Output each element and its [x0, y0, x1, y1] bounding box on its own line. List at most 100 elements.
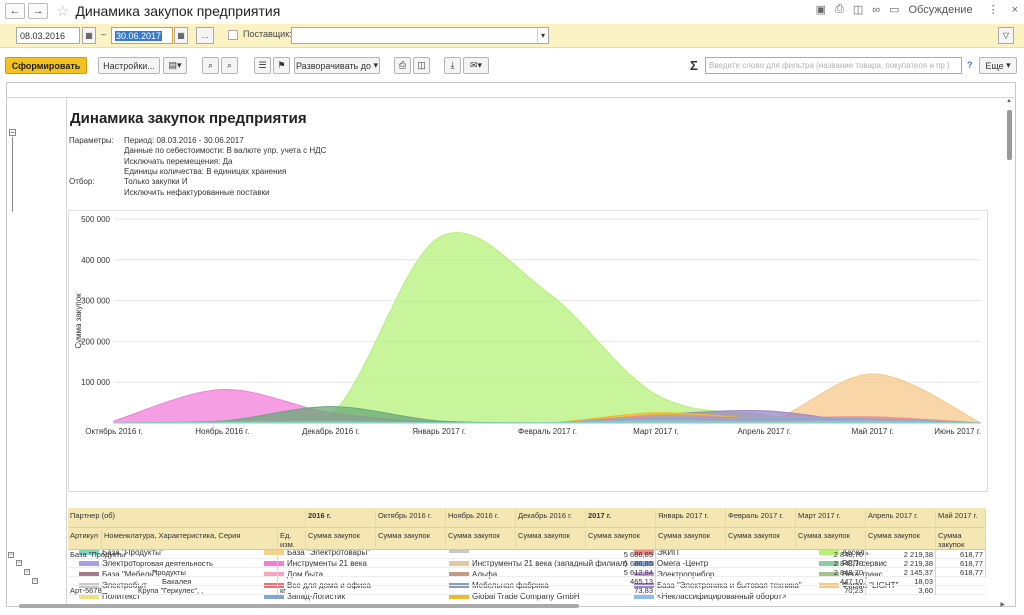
column-header-period[interactable]: Декабрь 2016 г. [516, 510, 586, 528]
column-header[interactable]: Ед. изм. [278, 530, 306, 550]
vertical-scroll-thumb[interactable] [1007, 110, 1012, 160]
column-header[interactable]: Номенклатура, Характеристика, Серия [102, 530, 278, 550]
column-header-period[interactable]: Май 2017 г. [936, 510, 986, 528]
report-area: − Динамика закупок предприятия Параметры… [6, 82, 1016, 607]
close-icon[interactable]: × [1011, 3, 1018, 16]
legend-label: Ассоль [842, 548, 869, 557]
column-header[interactable]: Сумма закупок [936, 530, 986, 550]
settings-button[interactable]: Настройки... [98, 57, 160, 74]
cell-unit: кг [278, 586, 306, 595]
search-next-button[interactable]: ⌕ [221, 57, 238, 74]
table-row[interactable]: Продукты 5 612,84 2 848,70 2 145,37 618,77 [68, 568, 986, 577]
sum-icon[interactable]: Σ [690, 58, 698, 73]
legend-swatch [79, 583, 99, 588]
cell-amount: 2 848,70 [796, 568, 866, 577]
more-button[interactable]: Еще ▾ [979, 57, 1017, 74]
table-row[interactable]: Бакалея 465,13 447,10 18,03 [68, 577, 986, 586]
column-header-period[interactable]: Январь 2017 г. [656, 510, 726, 528]
legend-item: Дом быта [264, 570, 323, 579]
column-header[interactable]: Сумма закупок [376, 530, 446, 550]
column-header-period[interactable]: Март 2017 г. [796, 510, 866, 528]
help-button[interactable]: ? [967, 60, 973, 70]
legend-swatch [449, 583, 469, 588]
param-line: Период: 08.03.2016 - 30.06.2017 [124, 136, 244, 145]
date-to-input[interactable]: 30.06.2017 [111, 27, 173, 44]
scroll-right-icon[interactable]: ▶ [1000, 602, 1005, 608]
export-button[interactable]: ⤓ [444, 57, 461, 74]
column-header[interactable]: Сумма закупок [586, 530, 656, 550]
link-icon[interactable]: ∞ [872, 3, 881, 16]
mail-button[interactable]: ✉▾ [463, 57, 489, 74]
filter-search-input[interactable]: Введите слово для фильтра (название това… [705, 57, 962, 74]
column-header[interactable]: Сумма закупок [726, 530, 796, 550]
discussion-icon[interactable]: ▭ [889, 4, 900, 16]
column-header[interactable]: Сумма закупок [446, 530, 516, 550]
table-row[interactable]: Арт-5678 Крупа "Геркулес", , кг 73,83 70,23 3… [68, 586, 986, 595]
column-header-period[interactable]: Октябрь 2016 г. [376, 510, 446, 528]
more-vertical-icon[interactable]: ⋮ [987, 4, 999, 16]
legend-label: Омега -Центр [657, 559, 709, 568]
print-icon[interactable]: ⎙ [835, 3, 844, 15]
column-header-period[interactable]: Февраль 2017 г. [726, 510, 796, 528]
variant-button[interactable]: ▤▾ [163, 57, 187, 74]
favorite-star-icon[interactable]: ☆ [56, 3, 70, 20]
table-row[interactable]: База "Продукты" 5 686,85 2 848,70 2 219,38 6… [68, 550, 986, 559]
column-header-period[interactable]: 2016 г. [306, 510, 376, 528]
print-button[interactable]: ⎙ [394, 57, 411, 74]
series-area[interactable] [113, 420, 982, 424]
discussion-button[interactable]: Обсуждение [908, 3, 973, 16]
supplier-input[interactable] [291, 27, 549, 44]
table-header-columns: Артикул Номенклатура, Характеристика, Сер… [68, 528, 986, 550]
collapse-icon[interactable]: − [24, 569, 30, 575]
scroll-up-icon[interactable]: ▲ [1006, 98, 1012, 104]
legend-label: Политекст [102, 592, 141, 601]
generate-button[interactable]: Сформировать [5, 57, 87, 74]
preview-button[interactable]: ◫ [413, 57, 430, 74]
column-header-period[interactable]: Апрель 2017 г. [866, 510, 936, 528]
preview-icon[interactable]: ◫ [852, 4, 864, 16]
expand-to-button[interactable]: Разворачивать до ▾ [294, 57, 380, 74]
calendar-from-button[interactable]: ▦ [82, 27, 96, 44]
column-header[interactable]: Сумма закупок [306, 530, 376, 550]
legend-swatch [634, 561, 654, 566]
calendar-to-button[interactable]: ▦ [174, 27, 188, 44]
legend-item: Вега-транс [819, 570, 883, 579]
vertical-scrollbar[interactable]: ▲ [1006, 98, 1013, 603]
flag-button[interactable]: ⚑ [273, 57, 290, 74]
cell-name: Крупа "Геркулес", , [102, 586, 278, 595]
group-button[interactable]: ☰ [254, 57, 271, 74]
search-button[interactable]: ⌕ [202, 57, 219, 74]
horizontal-scrollbar[interactable]: ▶ [15, 602, 1005, 609]
filter-button[interactable]: ▽ [998, 27, 1014, 44]
table-row[interactable]: Торговая деятельность 5 686,85 2 848,70 2 2… [68, 559, 986, 568]
collapse-icon[interactable]: − [16, 560, 22, 566]
column-header[interactable]: Сумма закупок [516, 530, 586, 550]
supplier-dropdown-button[interactable]: ▾ [537, 27, 549, 44]
column-header[interactable]: Артикул [68, 530, 102, 550]
column-header-period[interactable]: Партнер (об) [68, 510, 306, 528]
toolbar: Сформировать Настройки... ▤▾ ⌕ ⌕ ☰ ⚑ Раз… [0, 55, 1024, 75]
column-header[interactable]: Сумма закупок [796, 530, 866, 550]
save-icon[interactable]: ▣ [815, 4, 826, 16]
cell-amount: 5 612,84 [586, 568, 656, 577]
date-from-input[interactable]: 08.03.2016 [16, 27, 80, 44]
column-header[interactable]: Сумма закупок [656, 530, 726, 550]
column-header-period[interactable]: Ноябрь 2016 г. [446, 510, 516, 528]
variant-icon: ▤▾ [168, 60, 182, 70]
legend-label: Инструменты 21 века (западный филиал) [472, 559, 628, 568]
supplier-checkbox[interactable] [228, 30, 238, 40]
horizontal-scroll-thumb[interactable] [19, 604, 579, 608]
collapse-icon[interactable]: − [8, 552, 14, 558]
column-header-period[interactable]: 2017 г. [586, 510, 656, 528]
collapse-icon[interactable]: − [9, 128, 16, 137]
back-button[interactable]: ← [5, 3, 25, 19]
column-header[interactable]: Сумма закупок [866, 530, 936, 550]
expand-to-label: Разворачивать до [295, 60, 371, 71]
forward-button[interactable]: → [28, 3, 48, 19]
collapse-icon[interactable]: − [32, 578, 38, 584]
legend-item: Мебельная фабрика [449, 581, 549, 590]
report-sheet: Динамика закупок предприятия Параметры: … [67, 98, 1007, 606]
period-select-button[interactable]: ... [196, 27, 214, 44]
legend-label: Вега-транс [842, 570, 883, 579]
legend-label: Мебельная фабрика [472, 581, 549, 590]
